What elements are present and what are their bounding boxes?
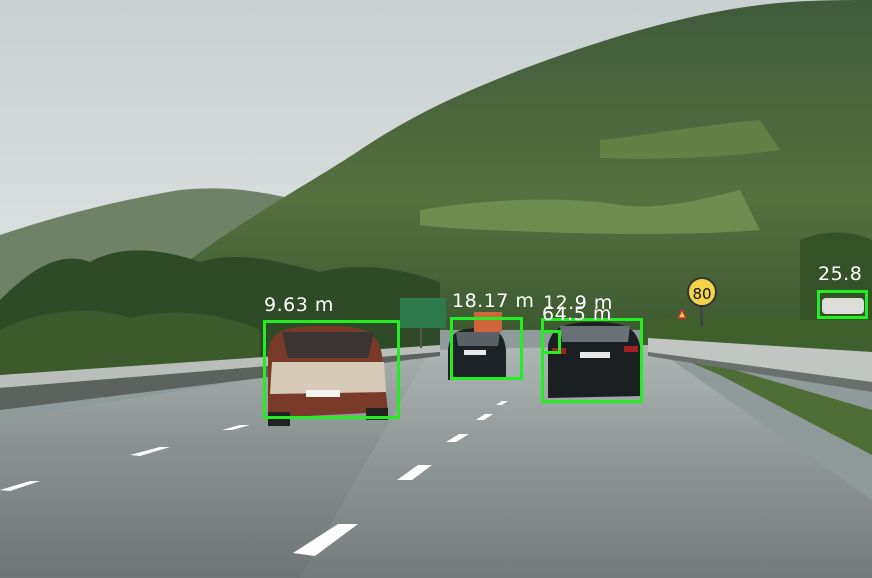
car-mid xyxy=(448,328,506,380)
detection-box-car-1 xyxy=(263,320,400,419)
detection-box-car-5 xyxy=(817,290,868,319)
distance-label-car-1: 9.63 m xyxy=(264,294,334,316)
detection-box-car-2 xyxy=(450,317,523,380)
main-hill xyxy=(140,0,872,330)
car-far-right xyxy=(822,298,864,314)
car-near-left xyxy=(268,326,388,426)
distance-label-car-5: 25.8 xyxy=(818,263,863,285)
distance-label-car-4: 64.5 m xyxy=(542,303,612,325)
speed-limit-sign: 80 xyxy=(676,277,717,327)
detection-box-car-4 xyxy=(541,330,561,354)
distance-label-car-2: 18.17 m xyxy=(452,290,535,312)
right-guardrail xyxy=(648,338,872,382)
detection-box-car-3 xyxy=(541,318,643,403)
lane-markings xyxy=(0,401,508,556)
highway-sign xyxy=(400,298,446,328)
car-right-dark xyxy=(548,322,642,398)
svg-text:80: 80 xyxy=(692,285,711,303)
distance-label-car-3: 12.9 m xyxy=(543,292,613,314)
